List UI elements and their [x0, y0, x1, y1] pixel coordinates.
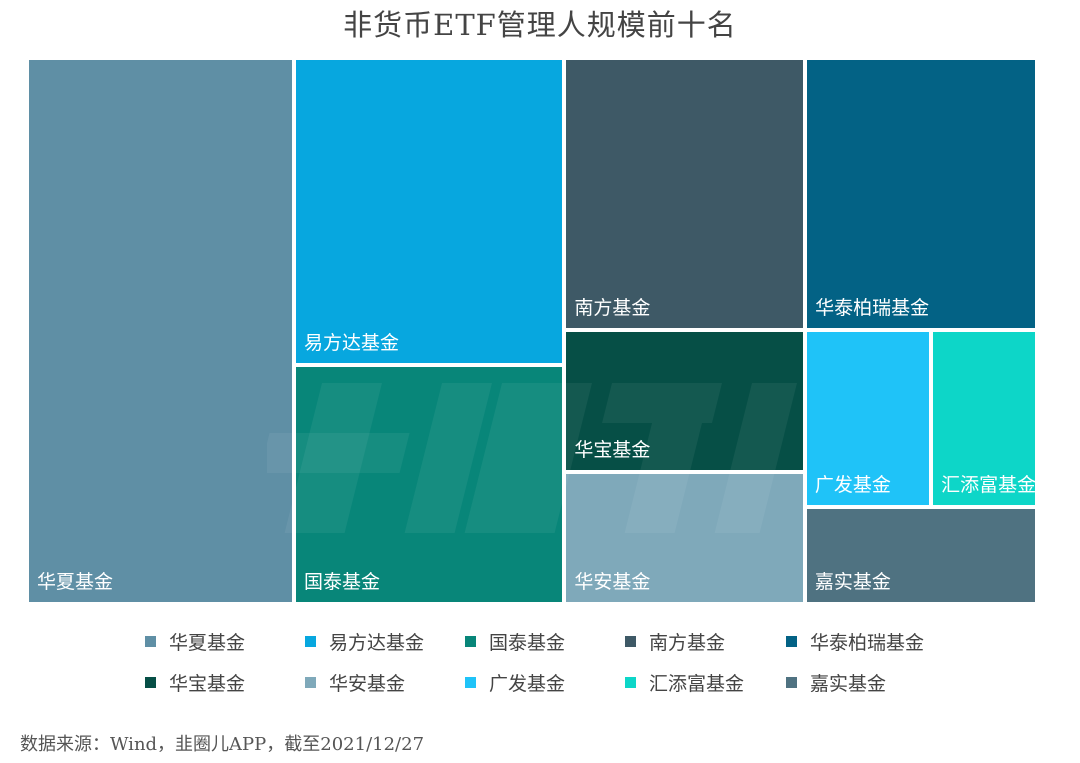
legend-label: 广发基金 — [489, 672, 566, 695]
legend-item: 华安基金 — [305, 669, 405, 695]
treemap-cell-label: 嘉实基金 — [814, 570, 891, 593]
legend-swatch — [305, 676, 316, 688]
treemap-cell-label: 广发基金 — [814, 474, 891, 497]
legend-swatch — [465, 676, 476, 688]
legend-swatch — [786, 676, 797, 688]
legend-item: 南方基金 — [625, 628, 725, 654]
legend-label: 华宝基金 — [169, 672, 246, 695]
legend-label: 国泰基金 — [489, 631, 566, 654]
legend-label: 汇添富基金 — [649, 672, 745, 695]
legend-item: 汇添富基金 — [625, 669, 744, 695]
legend-item: 华泰柏瑞基金 — [786, 628, 924, 654]
legend-item: 国泰基金 — [465, 628, 565, 654]
source-note: 数据来源：Wind，韭圈儿APP，截至2021/12/27 — [20, 734, 425, 755]
legend-swatch — [145, 635, 156, 647]
treemap-cell-label: 国泰基金 — [304, 570, 381, 593]
treemap-cell-label: 华宝基金 — [574, 439, 651, 462]
treemap-cell: 嘉实基金 — [804, 507, 1037, 604]
treemap-cell: 广发基金 — [804, 329, 932, 508]
treemap-cell: 华泰柏瑞基金 — [805, 58, 1037, 330]
treemap-cell: 华夏基金 — [27, 58, 295, 604]
treemap-cell-label: 南方基金 — [574, 296, 651, 319]
legend-label: 华安基金 — [329, 672, 406, 695]
legend-label: 易方达基金 — [329, 631, 425, 654]
legend-item: 华夏基金 — [145, 628, 245, 654]
treemap-cell-label: 华泰柏瑞基金 — [815, 296, 930, 319]
treemap-cell: 华宝基金 — [564, 329, 805, 473]
treemap-cell: 华安基金 — [564, 472, 805, 604]
legend-label: 华泰柏瑞基金 — [810, 631, 925, 654]
legend-item: 广发基金 — [465, 669, 565, 695]
legend-label: 南方基金 — [649, 631, 726, 654]
treemap-cell-label: 易方达基金 — [304, 332, 400, 355]
treemap-cell: 南方基金 — [564, 58, 806, 330]
legend-item: 华宝基金 — [145, 669, 245, 695]
legend-swatch — [145, 676, 156, 688]
chart-title: 非货币ETF管理人规模前十名 — [343, 8, 737, 42]
treemap-cell: 汇添富基金 — [931, 329, 1037, 508]
legend-swatch — [305, 635, 316, 647]
legend-label: 嘉实基金 — [810, 672, 887, 695]
legend-swatch — [625, 676, 636, 688]
legend-swatch — [625, 635, 636, 647]
legend-swatch — [786, 635, 797, 647]
treemap-cell-label: 华安基金 — [574, 570, 651, 593]
legend-label: 华夏基金 — [169, 631, 246, 654]
legend-item: 易方达基金 — [305, 628, 424, 654]
treemap-cell-label: 华夏基金 — [37, 571, 114, 593]
legend-item: 嘉实基金 — [786, 669, 886, 695]
treemap-cell-label: 汇添富基金 — [941, 474, 1037, 497]
treemap: 华夏基金 易方达基金国泰基金 南方基金 华泰柏瑞基金华宝基金华安基金 广发基金 汇添富基金… — [27, 58, 1037, 604]
treemap-cell: 易方达基金 — [294, 58, 565, 366]
legend-swatch — [465, 635, 476, 647]
treemap-cell: 国泰基金 — [294, 365, 565, 604]
